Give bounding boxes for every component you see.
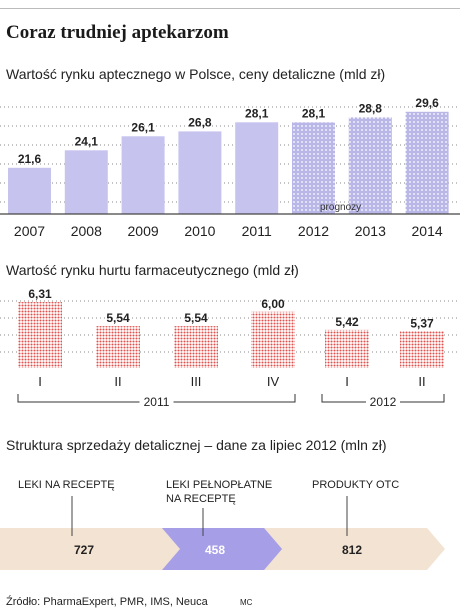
- bar: [235, 122, 279, 214]
- author-initials: MC: [240, 598, 253, 607]
- x-tick-label: 2010: [184, 223, 215, 239]
- bar: [325, 329, 369, 368]
- x-tick-label: I: [345, 374, 349, 389]
- wholesale-market-chart: 6,31 I 5,54 II 5,54 III 6,00 IV 5,42 I 5,37 II 2011 2…: [0, 287, 460, 409]
- forecast-label: prognozy: [320, 202, 361, 213]
- x-tick-label: II: [418, 374, 425, 389]
- forecast-bar: [405, 111, 449, 214]
- x-tick-label: II: [114, 374, 121, 389]
- bar: [8, 167, 51, 214]
- group-label: 2012: [370, 395, 397, 409]
- value-label: 5,42: [335, 315, 359, 329]
- x-tick-label: 2011: [242, 223, 272, 239]
- chart1-title: Wartość rynku aptecznego w Polsce, ceny …: [6, 66, 386, 82]
- value-label: 458: [205, 543, 225, 557]
- segment-bar: [264, 528, 445, 570]
- x-tick-label: 2007: [14, 223, 45, 239]
- x-tick-label: 2014: [412, 223, 443, 239]
- source-note: Źródło: PharmaExpert, PMR, IMS, Neuca: [6, 596, 208, 608]
- segment-bar: [162, 528, 283, 570]
- value-label: 5,37: [410, 316, 434, 330]
- x-tick-label: III: [191, 374, 202, 389]
- segment-bar: [0, 528, 181, 570]
- value-label: 28,1: [245, 106, 269, 120]
- retail-market-chart: 21,6 2007 24,1 2008 26,1 2009 26,8 2010 28,1 2011…: [0, 96, 460, 239]
- x-tick-label: 2008: [71, 223, 102, 239]
- value-label: 28,8: [359, 101, 383, 115]
- value-label: 29,6: [415, 96, 439, 110]
- forecast-bar: [348, 117, 392, 214]
- top-rule: [0, 8, 460, 9]
- value-label: 727: [74, 543, 94, 557]
- x-tick-label: 2012: [298, 223, 329, 239]
- group-label-bg: [139, 395, 174, 409]
- value-label: 26,8: [188, 115, 212, 129]
- x-tick-label: I: [38, 374, 42, 389]
- bar: [178, 131, 222, 214]
- bar: [400, 331, 444, 368]
- value-label: 5,54: [184, 311, 208, 325]
- bar: [96, 326, 140, 368]
- value-label: 28,1: [302, 106, 326, 120]
- category-label: LEKI NA RECEPTĘ: [18, 479, 115, 491]
- bar: [64, 150, 108, 214]
- bar: [18, 302, 62, 368]
- category-label: NA RECEPTĘ: [166, 493, 236, 505]
- category-label: LEKI PEŁNOPŁATNE: [166, 479, 272, 491]
- value-label: 6,31: [28, 287, 52, 301]
- chart2-title: Wartość rynku hurtu farmaceutycznego (ml…: [6, 262, 299, 278]
- value-label: 26,1: [131, 120, 155, 134]
- forecast-bar: [292, 122, 335, 214]
- value-label: 24,1: [75, 134, 99, 148]
- chart3-title: Struktura sprzedaży detalicznej – dane z…: [6, 437, 387, 453]
- x-tick-label: 2009: [128, 223, 159, 239]
- x-tick-label: 2013: [355, 223, 386, 239]
- sales-structure-chart: 727 458 812 LEKI NA RECEPTĘ LEKI PEŁNOPŁATNE…: [0, 479, 445, 570]
- value-label: 6,00: [261, 297, 285, 311]
- value-label: 21,6: [18, 152, 42, 166]
- value-label: 812: [342, 543, 362, 557]
- group-label-bg: [366, 395, 400, 409]
- bar: [174, 326, 218, 368]
- value-label: 5,54: [106, 311, 130, 325]
- infographic-title: Coraz trudniej aptekarzom: [6, 22, 229, 43]
- bar: [251, 311, 295, 368]
- x-tick-label: IV: [267, 374, 280, 389]
- bar: [121, 136, 165, 214]
- group-label: 2011: [144, 395, 170, 409]
- category-label: PRODUKTY OTC: [312, 479, 399, 491]
